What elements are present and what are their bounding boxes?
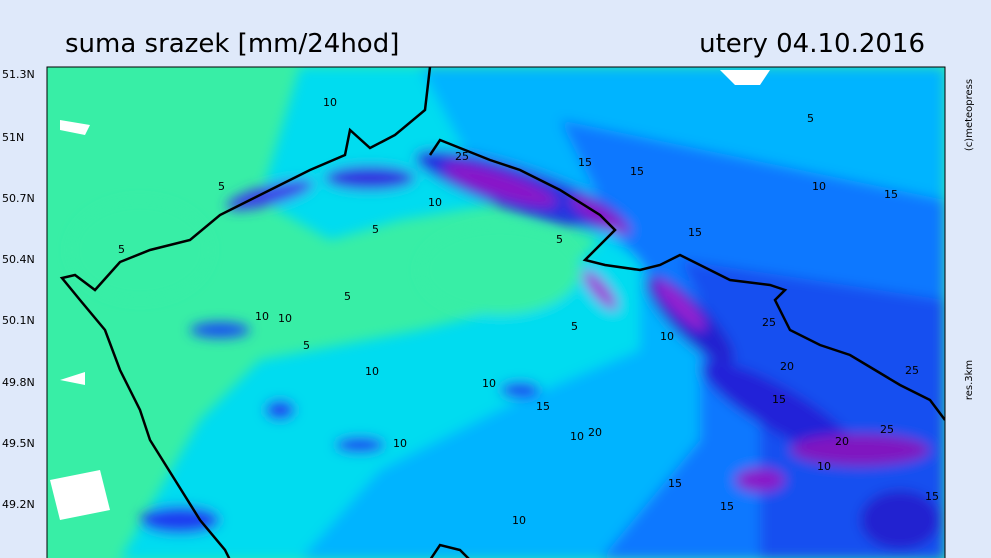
contour-label: 10 (323, 96, 337, 109)
contour-label: 5 (118, 243, 125, 256)
contour-label: 10 (512, 514, 526, 527)
contour-label: 10 (660, 330, 674, 343)
latitude-label: 49.5N (2, 437, 35, 450)
contour-label: 10 (278, 312, 292, 325)
contour-label: 20 (780, 360, 794, 373)
contour-label: 5 (372, 223, 379, 236)
latitude-label: 50.4N (2, 253, 35, 266)
contour-label: 10 (428, 196, 442, 209)
contour-label: 15 (688, 226, 702, 239)
contour-label: 20 (835, 435, 849, 448)
contour-labels: 10 5 5 5 10 25 15 5 10 15 5 5 10 15 5 10 10 10 15 20 15 10 15 2… (118, 96, 939, 527)
contour-label: 15 (720, 500, 734, 513)
contour-label: 10 (817, 460, 831, 473)
contour-label: 15 (884, 188, 898, 201)
contour-label: 25 (455, 150, 469, 163)
contour-label: 10 (255, 310, 269, 323)
latitude-label: 50.7N (2, 192, 35, 205)
copyright: (c)meteopress (964, 79, 975, 151)
contour-label: 5 (344, 290, 351, 303)
contour-label: 20 (588, 426, 602, 439)
map-date: utery 04.10.2016 (699, 29, 925, 59)
latitude-labels: 51.3N 51N 50.7N 50.4N 50.1N 49.8N 49.5N 49.2N (2, 68, 35, 511)
contour-label: 15 (772, 393, 786, 406)
contour-label: 5 (807, 112, 814, 125)
latitude-label: 49.8N (2, 376, 35, 389)
latitude-label: 50.1N (2, 314, 35, 327)
contour-label: 15 (925, 490, 939, 503)
contour-label: 5 (303, 339, 310, 352)
latitude-label: 49.2N (2, 498, 35, 511)
map-title: suma srazek [mm/24hod] (65, 29, 399, 59)
contour-label: 25 (905, 364, 919, 377)
contour-label: 5 (218, 180, 225, 193)
contour-label: 25 (762, 316, 776, 329)
contour-label: 10 (570, 430, 584, 443)
contour-label: 5 (571, 320, 578, 333)
resolution: res.3km (964, 360, 975, 400)
contour-label: 15 (578, 156, 592, 169)
contour-label: 10 (812, 180, 826, 193)
precipitation-field: 10 5 5 5 10 25 15 5 10 15 5 5 10 15 5 10 10 10 15 20 15 10 15 2… (47, 67, 945, 558)
latitude-label: 51N (2, 131, 24, 144)
latitude-label: 51.3N (2, 68, 35, 81)
contour-label: 10 (393, 437, 407, 450)
contour-label: 10 (365, 365, 379, 378)
contour-label: 15 (668, 477, 682, 490)
contour-label: 15 (630, 165, 644, 178)
contour-label: 25 (880, 423, 894, 436)
contour-label: 15 (536, 400, 550, 413)
contour-label: 5 (556, 233, 563, 246)
contour-label: 10 (482, 377, 496, 390)
